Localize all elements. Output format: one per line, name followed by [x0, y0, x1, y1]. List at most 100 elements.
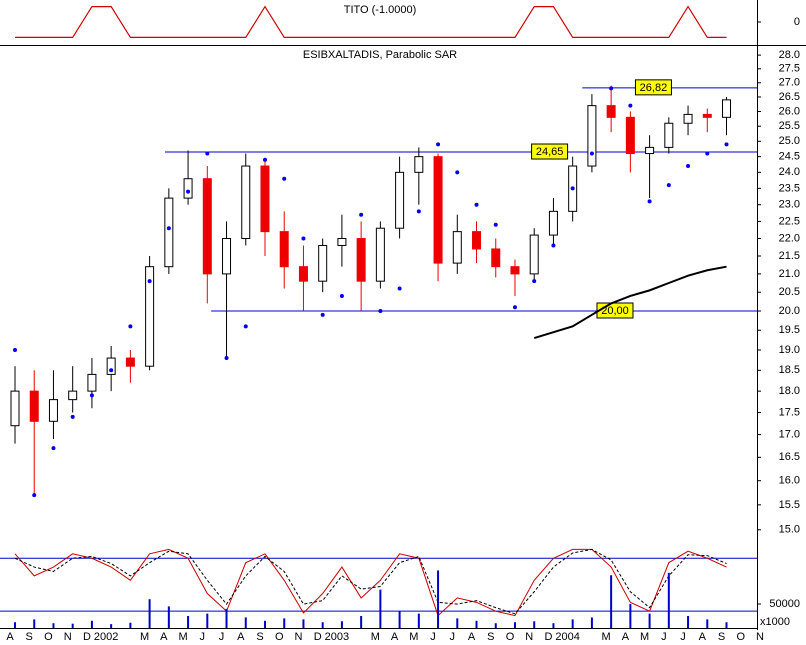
sar-dot: [589, 151, 594, 156]
volume-bar: [283, 618, 286, 628]
moving-average: [533, 265, 727, 340]
volume-bar: [110, 624, 113, 628]
sar-dot: [686, 164, 691, 169]
candle-body: [145, 266, 155, 367]
x-tick-label: O: [44, 631, 53, 643]
candle-body: [548, 210, 558, 236]
candle-body: [452, 231, 462, 264]
x-tick-label: J: [430, 631, 436, 643]
sar-dot: [147, 279, 152, 284]
sar-dot: [493, 222, 498, 227]
sar-dot: [205, 151, 210, 156]
candle-body: [337, 238, 347, 246]
volume-bar: [648, 613, 651, 628]
y-tick-label: 25.5: [779, 120, 800, 132]
candle-body: [68, 390, 78, 401]
y-tick-label: 15.5: [779, 499, 800, 511]
candle-body: [106, 357, 116, 375]
candle-body: [395, 171, 405, 229]
sar-dot: [436, 142, 441, 147]
sar-dot: [320, 312, 325, 317]
sar-dot: [666, 183, 671, 188]
candle-body: [606, 105, 616, 118]
sar-dot: [609, 86, 614, 91]
sar-dot: [359, 212, 364, 217]
oscillator-line: [14, 548, 727, 615]
units-label: x1000: [760, 616, 790, 628]
x-tick-label: D: [314, 631, 322, 643]
x-tick-label: A: [237, 631, 245, 643]
volume-bar: [360, 616, 363, 628]
candle-body: [279, 231, 289, 268]
x-tick-label: M: [602, 631, 611, 643]
volume-bar: [706, 619, 709, 628]
volume-bar: [571, 619, 574, 628]
volume-bar: [667, 572, 670, 628]
sar-dot: [551, 243, 556, 248]
y-tick-label: 24.5: [779, 151, 800, 163]
x-tick-label: A: [160, 631, 168, 643]
sar-dot: [186, 189, 191, 194]
volume-bar: [33, 619, 36, 628]
level-label: 20,00: [601, 305, 629, 317]
candle-body: [433, 156, 443, 264]
volume-bar: [494, 623, 497, 628]
x-tick-label: S: [718, 631, 725, 643]
sar-dot: [378, 309, 383, 314]
volume-bar: [90, 620, 93, 628]
candle-body: [472, 231, 482, 250]
sar-dot: [282, 176, 287, 181]
volume-bar: [629, 604, 632, 628]
volume-bar: [129, 622, 132, 628]
x-tick-label: S: [26, 631, 33, 643]
candle-body: [625, 116, 635, 155]
volume-bar: [244, 617, 247, 628]
y-tick-label: 17.5: [779, 406, 800, 418]
volume-bar: [533, 621, 536, 628]
x-tick-label: O: [506, 631, 515, 643]
y-tick-label: 22.0: [779, 232, 800, 244]
x-tick-label: A: [6, 631, 14, 643]
volume-bar: [148, 599, 151, 628]
sar-dot: [262, 157, 267, 162]
x-tick-label: 2004: [555, 631, 579, 643]
x-tick-label: A: [391, 631, 399, 643]
y-tick-label: 20.0: [779, 305, 800, 317]
x-tick-label: J: [450, 631, 456, 643]
indicator-line: [15, 5, 727, 38]
sar-dot: [397, 286, 402, 291]
sar-dot: [512, 305, 517, 310]
y-tick-label: 27.0: [779, 77, 800, 89]
y-tick-label: 26.0: [779, 105, 800, 117]
volume-bar: [552, 623, 555, 628]
candle-body: [10, 390, 20, 427]
x-tick-label: J: [680, 631, 686, 643]
candle-body: [683, 113, 693, 124]
x-tick-label: A: [468, 631, 476, 643]
volume-bar: [513, 622, 516, 628]
volume-bar: [398, 611, 401, 628]
x-tick-label: S: [256, 631, 263, 643]
x-tick-label: 2002: [94, 631, 118, 643]
sar-dot: [301, 236, 306, 241]
y-tick-label: 17.0: [779, 429, 800, 441]
volume-bar: [52, 623, 55, 628]
level-label-box: [634, 79, 672, 96]
volume-bar: [340, 621, 343, 628]
sar-dot: [51, 446, 56, 451]
x-tick-label: A: [699, 631, 707, 643]
x-tick-label: 2003: [325, 631, 349, 643]
candle-body: [587, 105, 597, 167]
candle-body: [260, 165, 270, 233]
x-tick-label: N: [756, 631, 764, 643]
candle-body: [164, 197, 174, 268]
candle-body: [202, 178, 212, 275]
volume-bar: [206, 613, 209, 628]
chart-title: ESIBXALTADIS, Parabolic SAR: [303, 49, 457, 61]
sar-dot: [13, 348, 17, 353]
y-tick-label: 24.0: [779, 166, 800, 178]
y-tick-label: 28.0: [779, 49, 800, 61]
y-tick-label: 18.5: [779, 364, 800, 376]
y-tick-label: 23.5: [779, 182, 800, 194]
